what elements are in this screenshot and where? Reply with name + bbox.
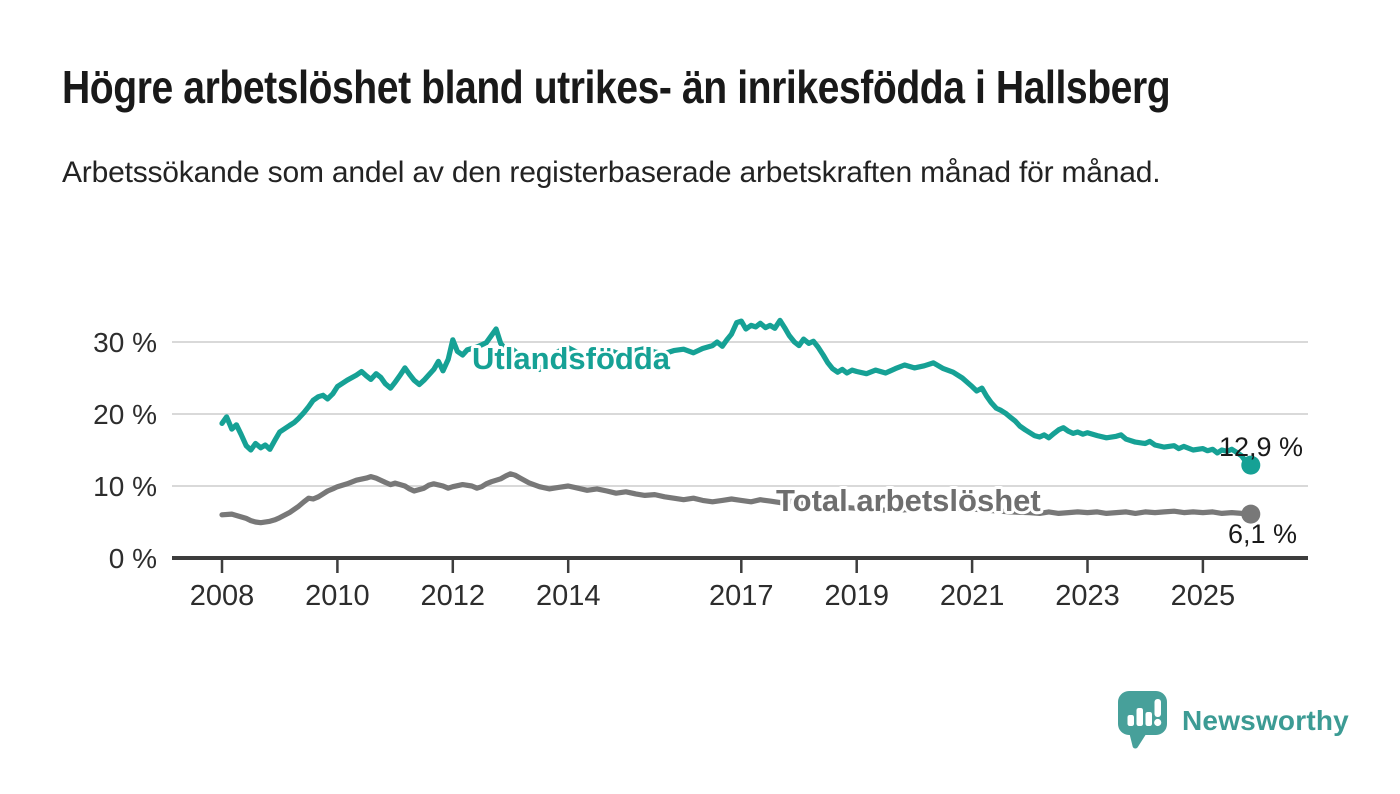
foreign-born-end-dot: [1241, 455, 1261, 475]
gridlines: [172, 341, 1308, 487]
logo-bar-chart-glyph: [1127, 699, 1162, 727]
x-tick-label: 2012: [421, 580, 486, 612]
y-tick-label: 0 %: [109, 543, 157, 574]
bar-chart-speech-bubble-icon: [1118, 691, 1167, 749]
total-unemployment-line: [219, 471, 1254, 526]
foreign-born-end-value-label: 12,9 %: [1219, 432, 1303, 462]
newsworthy-logo: Newsworthy: [1117, 690, 1349, 752]
y-tick-label: 10 %: [93, 471, 157, 502]
total-series-label: Total arbetslöshet: [776, 483, 1041, 518]
page-subtitle: Arbetssökande som andel av den registerb…: [62, 156, 1161, 189]
logo-text: Newsworthy: [1182, 705, 1349, 736]
y-tick-label: 20 %: [93, 399, 157, 430]
x-tick-label: 2014: [536, 580, 601, 612]
foreign-born-series-label: Utlandsfödda: [472, 341, 671, 376]
x-axis: [172, 556, 1308, 573]
x-tick-label: 2025: [1171, 580, 1236, 612]
y-axis-tick-labels: 0 % 10 % 20 % 30 %: [93, 327, 157, 574]
x-tick-label: 2023: [1055, 580, 1120, 612]
x-tick-label: 2019: [824, 580, 889, 612]
x-axis-tick-labels: 2008 2010 2012 2014 2017 2019 2021 2023 2025: [190, 580, 1235, 612]
total-end-value-label: 6,1 %: [1228, 519, 1297, 549]
foreign-born-line: [219, 317, 1254, 468]
page-title: Högre arbetslöshet bland utrikes- än inr…: [62, 61, 1171, 113]
y-tick-label: 30 %: [93, 327, 157, 358]
x-tick-label: 2017: [709, 580, 774, 612]
x-tick-label: 2010: [305, 580, 370, 612]
x-tick-label: 2008: [190, 580, 255, 612]
x-tick-label: 2021: [940, 580, 1005, 612]
series-lines: [219, 317, 1261, 526]
total-end-dot: [1241, 504, 1261, 524]
